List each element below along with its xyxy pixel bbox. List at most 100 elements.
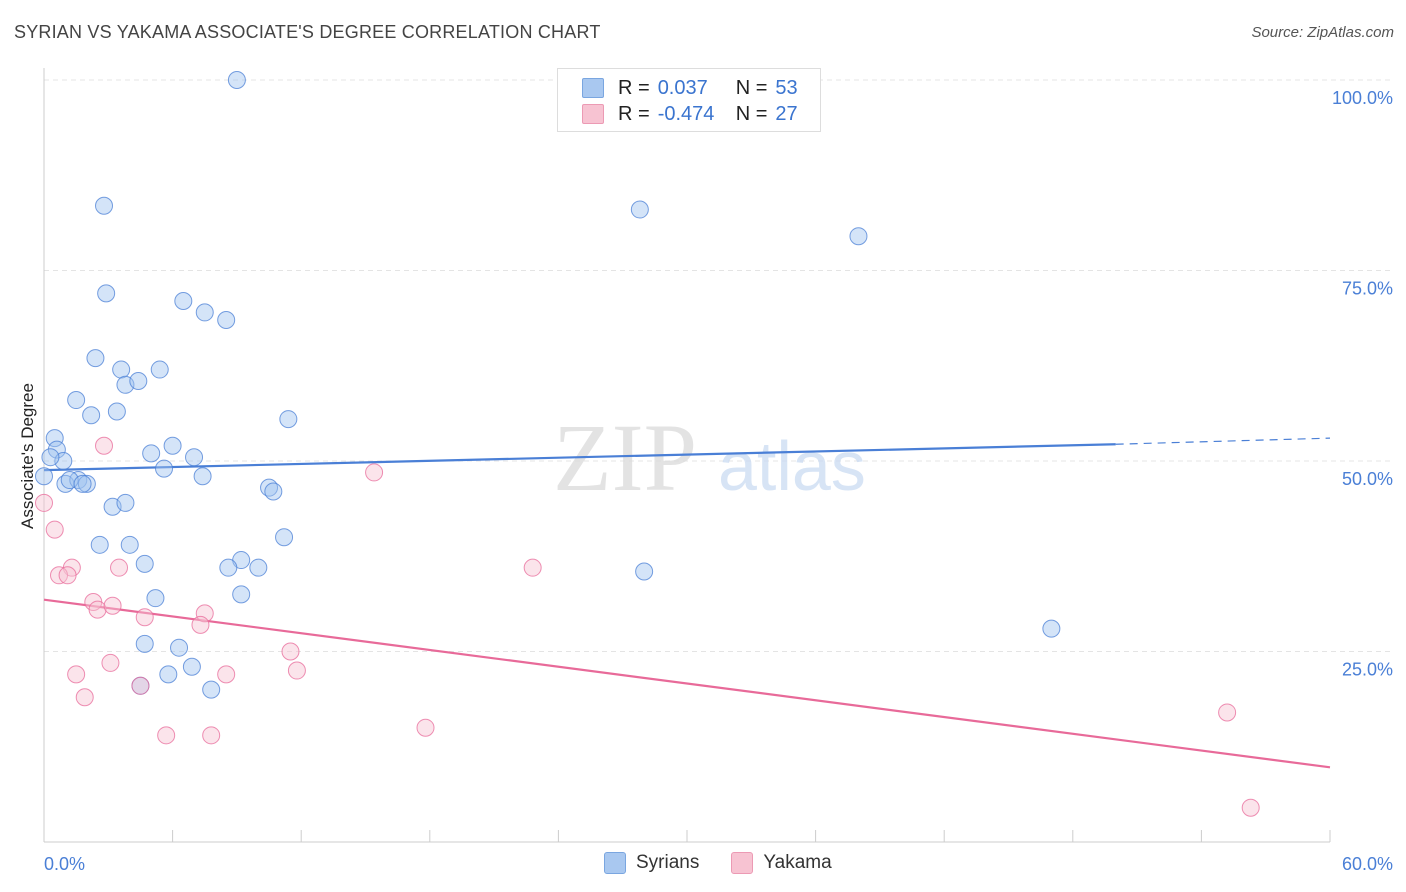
data-point-syrians — [129, 371, 148, 390]
data-point-syrians — [232, 585, 251, 604]
data-point-syrians — [112, 360, 131, 379]
data-point-syrians — [146, 589, 165, 608]
data-point-yakama — [202, 726, 221, 745]
data-point-yakama — [103, 596, 122, 615]
data-point-yakama — [1241, 798, 1260, 817]
legend-swatch-yakama — [582, 104, 604, 124]
legend-r-label: R = — [618, 102, 650, 125]
data-point-yakama — [1218, 703, 1237, 722]
data-point-yakama — [131, 676, 150, 695]
data-point-yakama — [195, 604, 214, 623]
data-point-syrians — [163, 436, 182, 455]
series-legend: Syrians Yakama — [604, 852, 864, 874]
data-point-yakama — [45, 520, 64, 539]
data-point-yakama — [35, 493, 53, 512]
y-tick-label: 25.0% — [1342, 660, 1393, 680]
data-point-yakama — [110, 558, 129, 577]
data-point-syrians — [193, 467, 212, 486]
data-point-syrians — [170, 638, 189, 657]
chart-title: SYRIAN VS YAKAMA ASSOCIATE'S DEGREE CORR… — [14, 22, 601, 42]
data-point-syrians — [159, 665, 178, 684]
legend-n-label: N = — [735, 76, 768, 99]
data-point-syrians — [86, 349, 105, 368]
data-point-yakama — [523, 558, 542, 577]
data-point-syrians — [217, 311, 236, 330]
legend-r-value: -0.474 — [657, 102, 715, 125]
legend-r-label: R = — [618, 76, 650, 99]
legend-label-yakama: Yakama — [763, 852, 832, 873]
data-point-syrians — [275, 528, 294, 547]
data-point-syrians — [135, 554, 154, 573]
data-point-syrians — [635, 562, 654, 581]
source-label: Source: ZipAtlas.com — [1251, 24, 1394, 41]
data-point-yakama — [67, 665, 86, 684]
legend-r-value: 0.037 — [657, 76, 708, 99]
data-point-yakama — [287, 661, 306, 680]
data-point-yakama — [217, 665, 236, 684]
data-point-yakama — [157, 726, 176, 745]
legend-n-value: 27 — [775, 102, 798, 125]
data-point-yakama — [75, 688, 94, 707]
data-point-syrians — [135, 634, 154, 653]
data-point-syrians — [82, 406, 101, 425]
data-point-syrians — [249, 558, 268, 577]
legend-swatch-syrians — [582, 78, 604, 98]
data-point-syrians — [150, 360, 169, 379]
data-point-syrians — [77, 474, 96, 493]
legend-swatch-yakama — [731, 852, 754, 874]
legend-label-syrians: Syrians — [636, 852, 700, 873]
legend-n-value: 53 — [775, 76, 798, 99]
data-point-syrians — [35, 467, 53, 486]
watermark-atlas: atlas — [718, 427, 866, 505]
data-point-syrians — [47, 440, 66, 459]
legend-row-yakama: R = -0.474 N = 27 — [582, 103, 798, 125]
data-point-syrians — [185, 448, 204, 467]
data-point-syrians — [90, 535, 109, 554]
data-point-syrians — [264, 482, 283, 501]
y-tick-label: 75.0% — [1342, 279, 1393, 299]
data-point-yakama — [101, 653, 120, 672]
data-point-syrians — [1042, 619, 1061, 638]
y-tick-label: 100.0% — [1332, 88, 1393, 108]
data-point-syrians — [227, 71, 246, 89]
y-tick-label: 50.0% — [1342, 469, 1393, 489]
data-point-syrians — [97, 284, 116, 303]
trend-line-yakama — [43, 598, 1331, 769]
data-points — [35, 71, 1260, 817]
data-point-syrians — [120, 535, 139, 554]
data-point-yakama — [88, 600, 107, 619]
data-point-syrians — [849, 227, 868, 246]
data-point-syrians — [116, 493, 135, 512]
data-point-syrians — [142, 444, 161, 463]
axes — [43, 68, 1331, 843]
legend-row-syrians: R = 0.037 N = 53 — [582, 77, 798, 99]
legend-n-label: N = — [735, 102, 768, 125]
trend-line-syrians — [43, 443, 1116, 472]
legend-swatch-syrians — [604, 852, 626, 874]
data-point-yakama — [191, 615, 210, 634]
legend-item-yakama[interactable]: Yakama — [731, 852, 832, 874]
data-point-syrians — [67, 391, 86, 410]
data-point-syrians — [279, 410, 298, 429]
tick-labels: 25.0% 50.0% 75.0% 100.0% 0.0% 60.0% — [44, 88, 1393, 874]
data-point-syrians — [182, 657, 201, 676]
data-point-yakama — [281, 642, 300, 661]
data-point-yakama — [58, 566, 77, 585]
data-point-syrians — [195, 303, 214, 322]
legend-item-syrians[interactable]: Syrians — [604, 852, 699, 874]
data-point-syrians — [174, 291, 193, 310]
data-point-syrians — [41, 448, 60, 467]
x-tick-label-max: 60.0% — [1342, 854, 1393, 874]
data-point-syrians — [219, 558, 238, 577]
data-point-syrians — [45, 429, 64, 448]
correlation-legend: R = 0.037 N = 53 R = -0.474 N = 27 — [557, 68, 821, 132]
trend-lines — [43, 437, 1331, 769]
trend-line-extension-syrians — [1115, 437, 1331, 445]
data-point-yakama — [135, 608, 154, 627]
data-point-syrians — [202, 680, 221, 699]
data-point-syrians — [630, 200, 649, 219]
data-point-syrians — [107, 402, 126, 421]
data-point-syrians — [155, 459, 174, 478]
x-tick-label-min: 0.0% — [44, 854, 85, 874]
